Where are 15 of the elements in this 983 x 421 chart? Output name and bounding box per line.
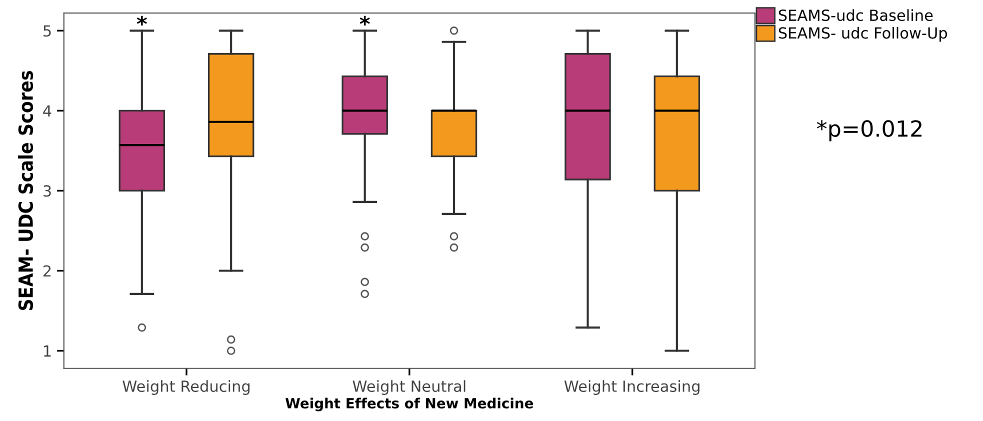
annotation: * xyxy=(136,16,147,26)
annotation: * xyxy=(360,16,370,26)
x-tick-label: Weight Neutral xyxy=(352,380,466,395)
x-tick-label: Weight Increasing xyxy=(564,380,700,395)
y-tick-label: 5 xyxy=(44,25,51,37)
y-tick-label: 2 xyxy=(43,265,51,277)
legend-label: SEAMS-udc Baseline xyxy=(778,9,933,22)
text: *p=0.012 xyxy=(816,120,922,142)
legend-label: SEAMS- udc Follow-Up xyxy=(778,26,948,42)
x-tick-label: Weight Reducing xyxy=(122,380,250,395)
y-axis-title: SEAM- UDC Scale Scores xyxy=(18,70,34,310)
x-axis-title: Weight Effects of New Medicine xyxy=(286,398,534,412)
y-tick-label: 1 xyxy=(44,345,51,357)
y-tick-label: 3 xyxy=(44,185,51,197)
y-tick-label: 4 xyxy=(43,105,52,116)
